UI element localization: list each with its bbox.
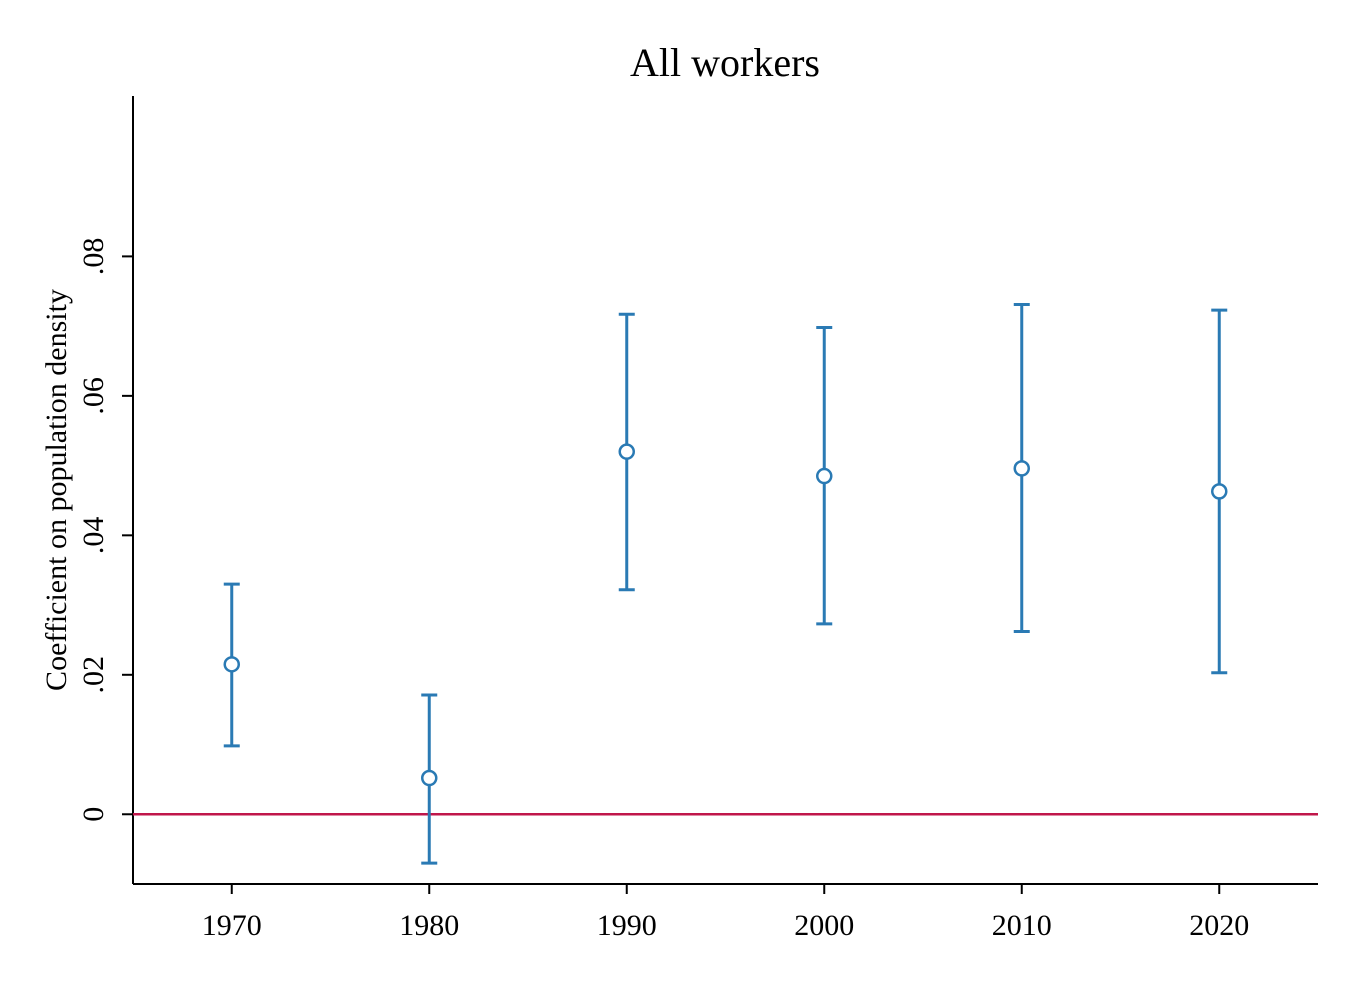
x-tick-label: 2020 (1189, 909, 1249, 942)
y-axis-label: Coefficient on population density (40, 289, 73, 691)
data-point (421, 769, 438, 787)
data-marks (223, 303, 1228, 865)
y-tick-label: .08 (77, 238, 110, 276)
data-point (816, 467, 833, 485)
y-tick-label: .06 (77, 377, 110, 415)
x-tick-label: 1980 (399, 909, 459, 942)
x-tick-label: 1970 (202, 909, 262, 942)
x-axis: 1970 1980 1990 2000 2010 2020 (133, 883, 1318, 942)
data-point (618, 443, 635, 460)
error-bar-point (816, 326, 833, 626)
y-tick-label: .02 (77, 656, 110, 694)
x-tick-label: 2000 (794, 909, 854, 942)
data-point (1211, 483, 1228, 500)
data-point (223, 656, 240, 673)
x-tick-label: 1990 (597, 909, 657, 942)
error-bar-point (618, 312, 635, 592)
x-tick-label: 2010 (992, 909, 1052, 942)
error-bar-point (1211, 308, 1228, 675)
error-bar-point (421, 693, 438, 865)
data-point (1013, 460, 1030, 477)
y-tick-label: .04 (77, 517, 110, 555)
y-axis: 0 .02 .04 .06 .08 (77, 96, 134, 884)
y-tick-label: 0 (77, 807, 110, 822)
error-bar-point (1013, 303, 1030, 634)
error-bar-point (223, 582, 240, 748)
chart-title: All workers (630, 40, 820, 85)
